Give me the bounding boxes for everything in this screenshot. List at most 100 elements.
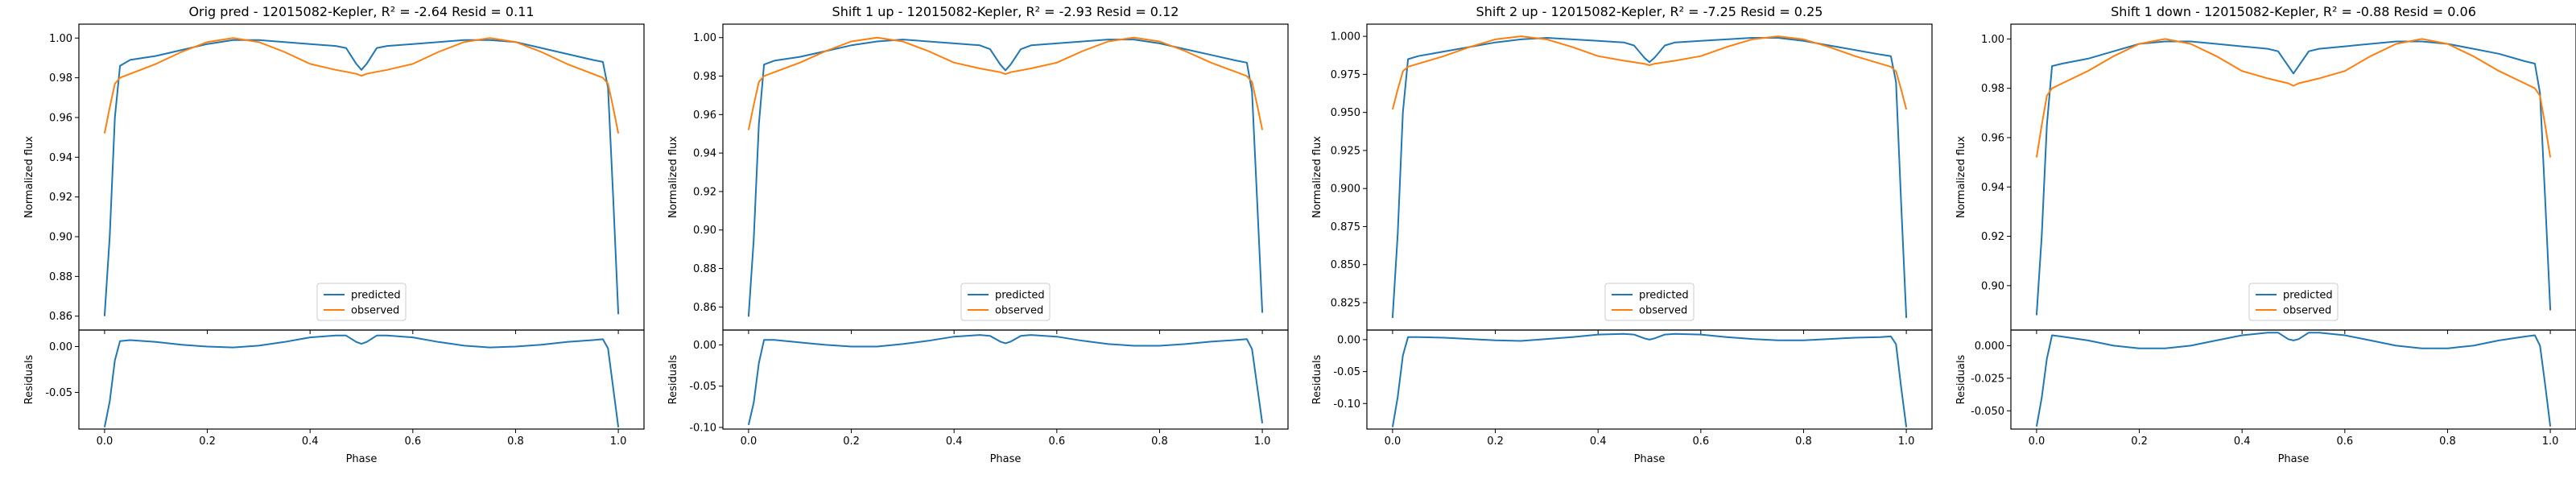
x-tick-label: 0.4 — [2234, 436, 2251, 448]
x-tick-label: 0.8 — [1151, 436, 1168, 448]
y-tick-label: 0.925 — [1331, 145, 1360, 157]
residual-line — [1391, 332, 1908, 427]
x-tick-label: 0.6 — [404, 436, 421, 448]
x-tick-label: 1.0 — [1898, 436, 1915, 448]
observed-line — [747, 36, 1264, 130]
residual-axis-label: Residuals — [23, 354, 35, 404]
x-axis-label: Phase — [2278, 453, 2310, 465]
residual-tick-label: -0.050 — [1971, 406, 2004, 418]
y-tick-label: 0.98 — [693, 71, 716, 83]
legend-label: observed — [1639, 305, 1687, 317]
residual-axis-label: Residuals — [667, 354, 679, 404]
residual-tick-label: -0.05 — [689, 381, 716, 393]
residual-tick-label: 0.00 — [693, 340, 716, 352]
panel-4: Shift 1 down - 12015082-Kepler, R² = -0.… — [1955, 4, 2576, 465]
y-tick-label: 0.94 — [693, 148, 716, 160]
y-tick-label: 0.975 — [1331, 69, 1360, 81]
panel-title: Shift 1 up - 12015082-Kepler, R² = -2.93… — [832, 4, 1179, 19]
legend-label: observed — [995, 305, 1043, 317]
x-tick-label: 0.0 — [2029, 436, 2046, 448]
x-tick-label: 0.2 — [199, 436, 216, 448]
panel-1: Orig pred - 12015082-Kepler, R² = -2.64 … — [23, 4, 645, 465]
legend: predicted observed — [2248, 283, 2339, 321]
x-tick-label: 0.0 — [741, 436, 758, 448]
x-tick-label: 0.0 — [97, 436, 114, 448]
residual-axes — [1366, 329, 1933, 430]
legend-frame — [1604, 283, 1695, 321]
y-tick-label: 0.88 — [49, 271, 72, 283]
legend-label: predicted — [351, 290, 401, 302]
y-tick-label: 1.000 — [1331, 31, 1360, 43]
residual-axis-label: Residuals — [1955, 354, 1967, 404]
x-tick-label: 0.6 — [1048, 436, 1065, 448]
residual-line — [103, 334, 620, 427]
y-tick-label: 0.98 — [1981, 83, 2004, 95]
legend: predicted observed — [1604, 283, 1695, 321]
x-tick-label: 0.8 — [2439, 436, 2456, 448]
predicted-line — [2035, 40, 2552, 316]
y-tick-label: 0.950 — [1331, 107, 1360, 119]
x-tick-label: 0.4 — [946, 436, 963, 448]
residual-tick-label: 0.00 — [1337, 334, 1360, 346]
residual-tick-label: 0.000 — [1975, 341, 2004, 353]
y-tick-label: 0.96 — [1981, 132, 2004, 144]
panel-title: Shift 2 up - 12015082-Kepler, R² = -7.25… — [1476, 4, 1823, 19]
y-tick-label: 0.90 — [693, 225, 716, 237]
y-tick-label: 0.94 — [49, 152, 72, 164]
legend: predicted observed — [960, 283, 1051, 321]
x-tick-label: 0.4 — [1590, 436, 1607, 448]
y-tick-label: 1.00 — [49, 33, 72, 45]
y-tick-label: 0.88 — [693, 263, 716, 275]
x-tick-label: 0.2 — [2131, 436, 2148, 448]
x-axis-label: Phase — [1634, 453, 1666, 465]
residual-axes — [2010, 329, 2576, 430]
y-tick-label: 0.92 — [693, 186, 716, 198]
residual-axes — [722, 329, 1289, 430]
predicted-line — [1391, 37, 1908, 318]
y-tick-label: 0.86 — [49, 311, 72, 323]
x-tick-label: 0.2 — [1487, 436, 1504, 448]
legend: predicted observed — [316, 283, 407, 321]
x-tick-label: 0.6 — [1692, 436, 1709, 448]
residual-tick-label: -0.10 — [1333, 398, 1360, 411]
x-tick-label: 1.0 — [2542, 436, 2559, 448]
x-tick-label: 0.8 — [507, 436, 524, 448]
legend-label: predicted — [995, 290, 1045, 302]
x-tick-label: 1.0 — [1254, 436, 1271, 448]
residual-tick-label: 0.00 — [49, 341, 72, 353]
y-axis-label: Normalized flux — [23, 136, 35, 218]
x-axis-label: Phase — [990, 453, 1022, 465]
observed-line — [2035, 38, 2552, 158]
residual-line — [747, 334, 1264, 426]
x-tick-label: 0.4 — [302, 436, 319, 448]
residual-tick-label: -0.10 — [689, 422, 716, 434]
y-tick-label: 0.94 — [1981, 182, 2004, 194]
y-axis-label: Normalized flux — [1311, 136, 1323, 218]
predicted-line — [103, 39, 620, 316]
x-axis-label: Phase — [346, 453, 378, 465]
panel-3: Shift 2 up - 12015082-Kepler, R² = -7.25… — [1311, 4, 1933, 465]
y-axis-label: Normalized flux — [1955, 136, 1967, 218]
observed-line — [1391, 35, 1908, 110]
x-tick-label: 0.2 — [843, 436, 860, 448]
observed-line — [103, 37, 620, 134]
y-tick-label: 0.90 — [49, 232, 72, 244]
residual-tick-label: -0.025 — [1971, 373, 2004, 385]
panel-title: Orig pred - 12015082-Kepler, R² = -2.64 … — [188, 4, 534, 19]
x-tick-label: 0.8 — [1795, 436, 1812, 448]
y-tick-label: 0.96 — [49, 112, 72, 124]
y-tick-label: 0.850 — [1331, 259, 1360, 271]
y-tick-label: 0.92 — [49, 192, 72, 204]
y-tick-label: 0.92 — [1981, 231, 2004, 243]
residual-tick-label: -0.05 — [1333, 366, 1360, 378]
legend-frame — [316, 283, 407, 321]
panel-title: Shift 1 down - 12015082-Kepler, R² = -0.… — [2111, 4, 2476, 19]
y-tick-label: 1.00 — [1981, 34, 2004, 46]
residual-tick-label: -0.05 — [45, 387, 72, 399]
legend-frame — [2248, 283, 2339, 321]
legend-frame — [960, 283, 1051, 321]
y-tick-label: 0.90 — [1981, 280, 2004, 292]
y-tick-label: 0.875 — [1331, 221, 1360, 233]
legend-label: predicted — [1639, 290, 1689, 302]
